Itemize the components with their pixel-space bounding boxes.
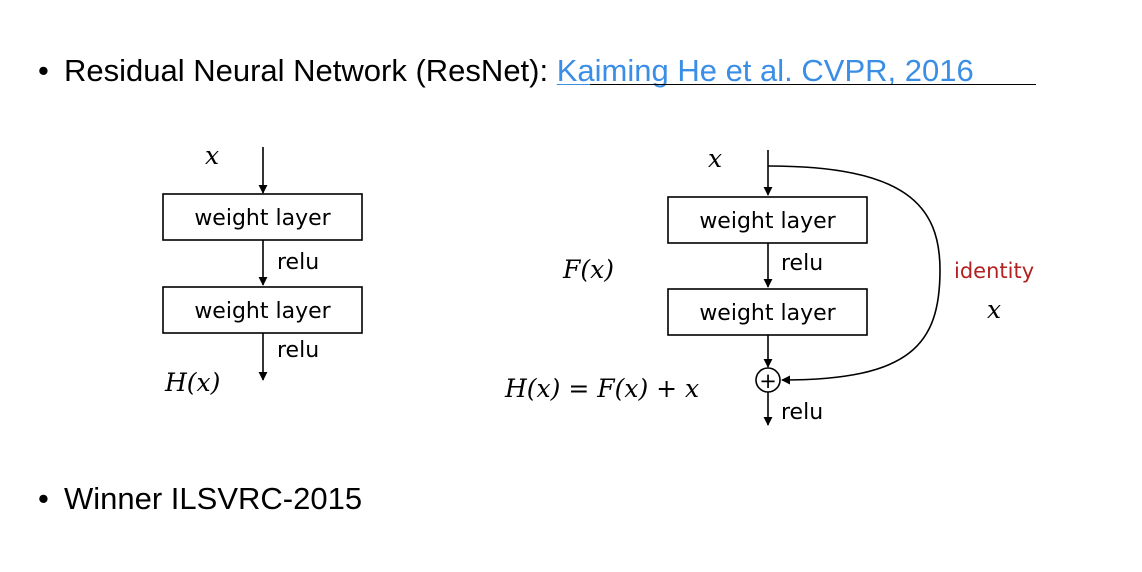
plain-block: x weight layer relu weight layer relu H(… xyxy=(162,141,363,397)
bullet-winner-text: Winner ILSVRC-2015 xyxy=(64,481,363,516)
residual-weight-layer-2-label: weight layer xyxy=(699,301,836,326)
identity-shortcut-arrow xyxy=(767,165,941,385)
plain-relu-2-label: relu xyxy=(277,338,319,363)
residual-relu-1-label: relu xyxy=(781,251,823,276)
plain-weight-layer-2-label: weight layer xyxy=(194,299,331,324)
plain-relu-1-label: relu xyxy=(277,250,319,275)
plain-input-label: x xyxy=(205,141,219,170)
plain-output-label: H(x) xyxy=(164,368,220,397)
residual-weight-layer-2 xyxy=(667,288,868,336)
citation-link[interactable]: Kaiming He et al. CVPR, 2016 xyxy=(556,53,974,88)
bullet-resnet-text: Residual Neural Network (ResNet): xyxy=(64,53,557,88)
residual-weight-layer-1-label: weight layer xyxy=(699,209,836,234)
identity-var-label: x xyxy=(987,295,1001,324)
bullet-marker: • xyxy=(38,53,49,88)
residual-input-label: x xyxy=(708,144,722,173)
residual-fx-label: F(x) xyxy=(562,255,614,284)
plain-weight-layer-2 xyxy=(162,286,363,334)
bullet-winner: • Winner ILSVRC-2015 xyxy=(38,480,362,518)
bullet-resnet: • Residual Neural Network (ResNet): Kaimi… xyxy=(38,52,974,90)
citation-underline-rule xyxy=(590,84,1036,85)
plain-weight-layer-1-label: weight layer xyxy=(194,206,331,231)
identity-label: identity xyxy=(954,259,1034,283)
residual-block: x weight layer F(x) relu weight layer + … xyxy=(504,144,1034,426)
residual-equation-label: H(x) = F(x) + x xyxy=(504,374,699,403)
residual-relu-out-label: relu xyxy=(781,400,823,425)
residual-weight-layer-1 xyxy=(667,196,868,244)
plain-weight-layer-1 xyxy=(162,193,363,241)
bullet-marker: • xyxy=(38,481,49,516)
sum-node-symbol: + xyxy=(759,369,777,393)
